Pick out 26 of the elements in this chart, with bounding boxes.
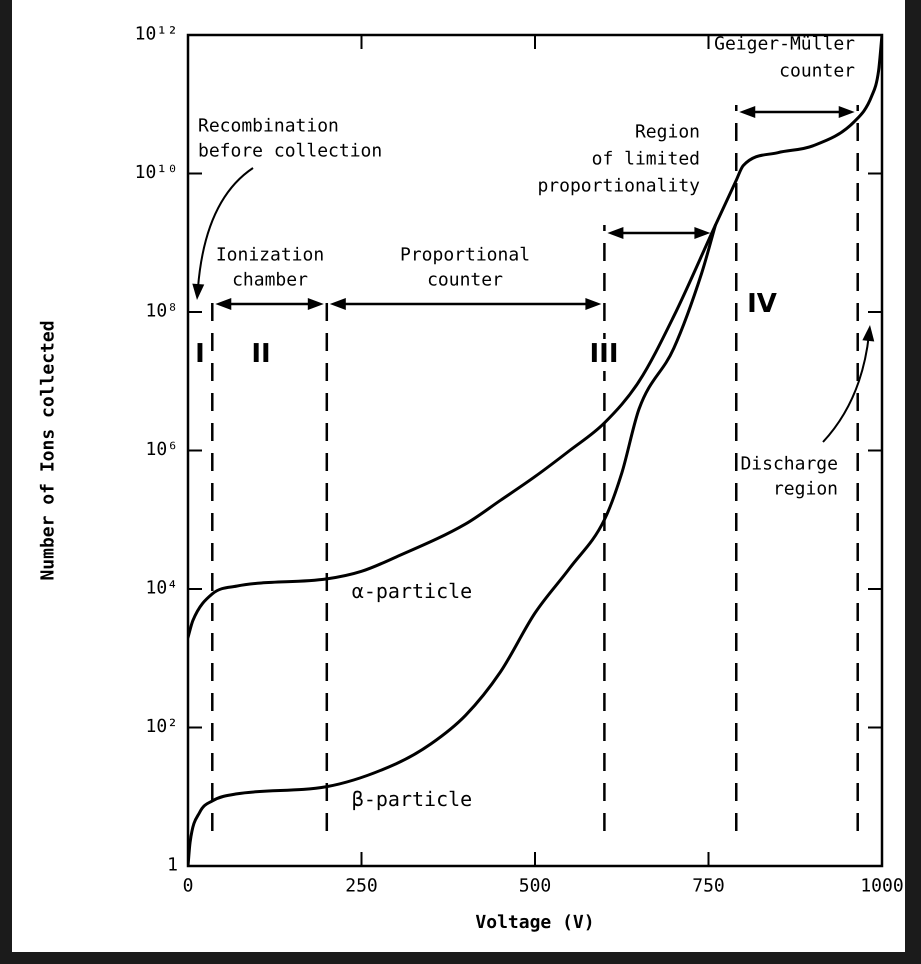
annotation: Discharge region	[740, 454, 838, 500]
annotation: Region of limited proportionality	[537, 122, 700, 197]
x-tick-label: 500	[518, 875, 552, 896]
annotation: Proportional counter	[400, 244, 530, 291]
y-tick-label: 1	[167, 854, 178, 876]
annotation: II	[251, 338, 271, 369]
annotation: Recombination before collection	[198, 116, 382, 162]
annotation: I	[195, 338, 205, 369]
y-tick-label: 10¹⁰	[134, 162, 178, 184]
series-label: β-particle	[352, 786, 472, 811]
x-tick-label: 750	[692, 875, 725, 896]
x-tick-label: 250	[345, 875, 378, 896]
annotation: Ionization chamber	[216, 244, 324, 291]
x-tick-label: 0	[182, 875, 194, 896]
annotation: IV	[747, 288, 777, 319]
y-tick-label: 10²	[145, 716, 178, 738]
y-axis-title: Number of Ions collected	[37, 320, 58, 581]
annotation: Geiger-Müller counter	[714, 34, 856, 82]
x-tick-label: 1000	[860, 875, 904, 896]
x-axis-title: Voltage (V)	[475, 912, 595, 933]
series-label: α-particle	[352, 579, 472, 604]
annotation: III	[589, 338, 619, 369]
y-tick-label: 10¹²	[134, 24, 178, 45]
y-tick-label: 10⁶	[145, 439, 178, 460]
y-tick-label: 10⁸	[145, 300, 178, 322]
y-tick-label: 10⁴	[145, 578, 178, 599]
